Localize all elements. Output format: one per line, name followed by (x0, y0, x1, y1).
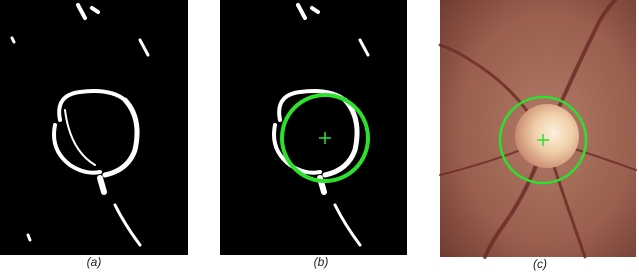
center-cross (319, 132, 331, 144)
panel-c (438, 0, 637, 259)
fitted-circle (498, 95, 588, 185)
optic-disc (515, 104, 579, 168)
panel-label: (b) (314, 255, 329, 269)
panel-label: (a) (87, 255, 102, 269)
panel-b (220, 0, 407, 255)
edge-blobs (10, 3, 150, 247)
panel-label: (c) (533, 257, 547, 271)
center-cross (537, 134, 549, 146)
panel-a (0, 0, 188, 255)
binary-image (0, 0, 188, 255)
fitted-circle (280, 93, 370, 183)
binary-image (220, 0, 407, 255)
